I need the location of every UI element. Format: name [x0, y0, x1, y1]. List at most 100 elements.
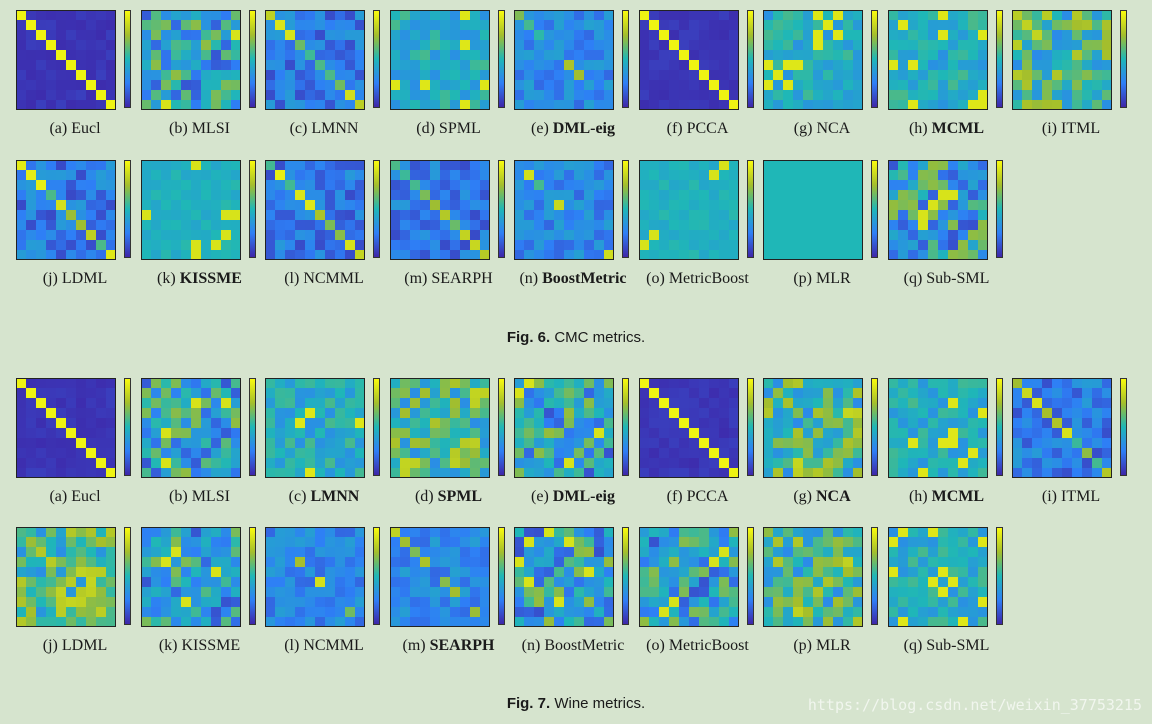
heatmap-cell — [66, 468, 77, 478]
heatmap-cell — [409, 170, 420, 181]
heatmap-cell — [230, 90, 241, 101]
heatmap-cell — [160, 240, 171, 251]
heatmap-cell — [1012, 378, 1023, 389]
heatmap-cell — [1062, 80, 1073, 91]
heatmap-cell — [937, 70, 948, 81]
heatmap-cell — [275, 30, 286, 41]
heatmap-cell — [76, 240, 87, 251]
heatmap-cell — [917, 250, 928, 260]
heatmap-cell — [783, 90, 794, 101]
heatmap-cell — [698, 220, 709, 231]
heatmap-cell — [594, 20, 605, 31]
heatmap-cell — [773, 537, 784, 548]
heatmap-cell — [594, 40, 605, 51]
heatmap-cell — [26, 398, 37, 409]
heatmap-cell — [907, 468, 918, 478]
heatmap-cell — [698, 210, 709, 221]
heatmap-cell — [66, 607, 77, 618]
heatmap-cell — [763, 577, 774, 588]
heatmap-cell — [230, 587, 241, 598]
heatmap-cell — [917, 527, 928, 538]
heatmap-cell — [833, 378, 844, 389]
heatmap-cell — [285, 617, 296, 627]
heatmap-cell — [574, 70, 585, 81]
subfigure-letter: (j) — [42, 637, 62, 654]
heatmap-cell — [1052, 60, 1063, 71]
heatmap-cell — [977, 448, 988, 459]
heatmap-cell — [843, 378, 854, 389]
heatmap-cell — [967, 220, 978, 231]
heatmap-cell — [230, 50, 241, 61]
heatmap-cell — [688, 378, 699, 389]
heatmap-cell — [718, 100, 729, 110]
heatmap-cell — [305, 527, 316, 538]
heatmap-cell — [1042, 20, 1053, 31]
heatmap-cell — [335, 408, 346, 419]
heatmap-cell — [648, 30, 659, 41]
heatmap-cell — [479, 40, 490, 51]
heatmap-cell — [479, 448, 490, 459]
heatmap-cell — [1062, 70, 1073, 81]
heatmap-cell — [658, 567, 669, 578]
colorbar — [497, 378, 505, 476]
heatmap-cell — [345, 587, 356, 598]
heatmap-cell — [96, 240, 107, 251]
heatmap-cell — [708, 50, 719, 61]
heatmap-cell — [265, 40, 276, 51]
heatmap-cell — [180, 458, 191, 469]
heatmap-cell — [823, 617, 834, 627]
heatmap-cell — [275, 587, 286, 598]
heatmap-cell — [305, 537, 316, 548]
heatmap-cell — [594, 607, 605, 618]
heatmap-cell — [728, 587, 739, 598]
heatmap-cell — [793, 557, 804, 568]
heatmap-cell — [957, 408, 968, 419]
heatmap-cell — [399, 100, 410, 110]
heatmap-cell — [668, 547, 679, 558]
heatmap-cell — [220, 30, 231, 41]
heatmap-cell — [843, 50, 854, 61]
heatmap-cell — [887, 388, 898, 399]
heatmap-cell — [459, 40, 470, 51]
heatmap-cell — [449, 160, 460, 171]
heatmap-cell — [823, 428, 834, 439]
heatmap-cell — [335, 200, 346, 211]
heatmap-cell — [355, 388, 365, 399]
heatmap-cell — [813, 230, 824, 241]
heatmap-cell — [813, 100, 824, 110]
heatmap-cell — [399, 80, 410, 91]
heatmap-cell — [658, 408, 669, 419]
panel-metricboost: (o) MetricBoost — [637, 160, 761, 310]
heatmap-cell — [355, 170, 365, 181]
heatmap-cell — [220, 180, 231, 191]
heatmap-cell — [917, 468, 928, 478]
heatmap-cell — [1022, 50, 1033, 61]
heatmap-cell — [389, 40, 400, 51]
heatmap-cell — [439, 240, 450, 251]
heatmap-cell — [96, 60, 107, 71]
heatmap-cell — [977, 50, 988, 61]
heatmap-cell — [1072, 458, 1083, 469]
heatmap-cell — [230, 230, 241, 241]
heatmap-cell — [96, 20, 107, 31]
heatmap-cell — [763, 40, 774, 51]
heatmap-cell — [534, 40, 545, 51]
heatmap-cell — [514, 20, 525, 31]
heatmap-cell — [160, 587, 171, 598]
subfigure-letter: (k) — [157, 270, 180, 287]
heatmap-cell — [16, 408, 27, 419]
heatmap-cell — [345, 418, 356, 429]
heatmap-cell — [728, 90, 739, 101]
heatmap-cell — [46, 567, 57, 578]
heatmap-cell — [1062, 388, 1073, 399]
heatmap-cell — [1092, 388, 1103, 399]
heatmap-cell — [648, 200, 659, 211]
heatmap-cell — [1092, 448, 1103, 459]
heatmap-cell — [658, 230, 669, 241]
heatmap-cell — [409, 398, 420, 409]
heatmap-cell — [1032, 448, 1043, 459]
heatmap-cell — [325, 388, 336, 399]
subfigure-caption: (a) Eucl — [12, 120, 138, 138]
heatmap-cell — [140, 220, 151, 231]
heatmap-cell — [897, 448, 908, 459]
